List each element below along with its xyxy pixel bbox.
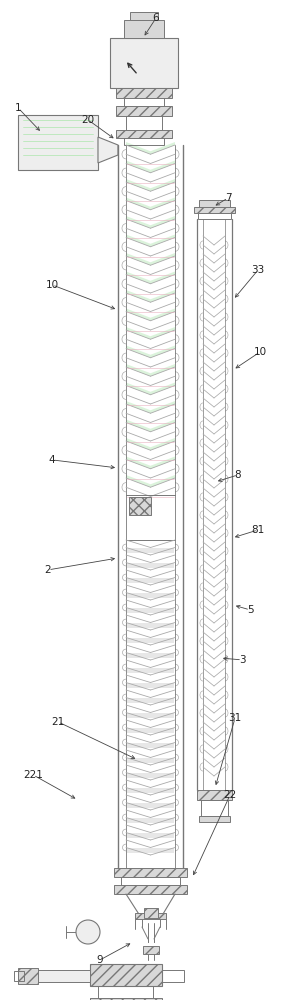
Text: 7: 7 xyxy=(225,193,231,203)
Polygon shape xyxy=(126,160,175,173)
Bar xyxy=(199,200,230,207)
Polygon shape xyxy=(126,382,175,395)
Bar xyxy=(127,832,174,838)
Bar xyxy=(127,638,174,643)
Bar xyxy=(127,788,174,793)
Bar xyxy=(127,682,174,688)
Bar xyxy=(143,946,159,954)
Text: 8: 8 xyxy=(235,470,241,480)
Bar xyxy=(144,908,158,918)
Bar xyxy=(162,970,184,982)
Polygon shape xyxy=(98,137,118,163)
Text: 31: 31 xyxy=(228,713,242,723)
Bar xyxy=(98,986,153,998)
Text: 1: 1 xyxy=(15,103,21,113)
Polygon shape xyxy=(126,364,175,376)
Bar xyxy=(116,106,172,116)
Bar xyxy=(129,497,151,515)
Bar xyxy=(18,115,98,170)
Bar xyxy=(127,818,174,823)
Bar xyxy=(127,772,174,778)
Bar xyxy=(14,971,24,981)
Text: 81: 81 xyxy=(251,525,265,535)
Polygon shape xyxy=(126,142,175,154)
Text: 10: 10 xyxy=(253,347,267,357)
Bar xyxy=(116,130,172,138)
Bar xyxy=(114,868,187,877)
Polygon shape xyxy=(126,475,175,487)
Bar xyxy=(126,116,162,130)
Bar xyxy=(127,578,174,583)
Bar xyxy=(124,98,164,106)
Bar xyxy=(130,12,158,20)
Bar xyxy=(194,207,235,213)
Text: 22: 22 xyxy=(223,790,237,800)
Bar xyxy=(90,998,162,1000)
Bar xyxy=(127,758,174,763)
Bar xyxy=(201,800,228,816)
Bar xyxy=(127,802,174,808)
Bar xyxy=(18,968,38,984)
Polygon shape xyxy=(126,438,175,450)
Bar xyxy=(135,913,166,919)
Text: 221: 221 xyxy=(23,770,43,780)
Bar xyxy=(127,592,174,598)
Bar xyxy=(28,970,90,982)
Text: 33: 33 xyxy=(251,265,265,275)
Polygon shape xyxy=(126,253,175,265)
Bar xyxy=(127,622,174,628)
Bar xyxy=(110,38,178,88)
Bar xyxy=(124,138,164,145)
Bar xyxy=(127,668,174,673)
Polygon shape xyxy=(126,179,175,191)
Text: 9: 9 xyxy=(97,955,103,965)
Bar xyxy=(127,652,174,658)
Bar xyxy=(127,848,174,853)
Bar xyxy=(116,88,172,98)
Polygon shape xyxy=(126,216,175,228)
Bar xyxy=(124,20,164,38)
Bar xyxy=(127,698,174,703)
Polygon shape xyxy=(126,346,175,358)
Polygon shape xyxy=(126,401,175,413)
Bar xyxy=(90,964,162,986)
Text: 5: 5 xyxy=(247,605,253,615)
Bar xyxy=(127,562,174,568)
Bar xyxy=(127,548,174,553)
Polygon shape xyxy=(126,198,175,210)
Bar xyxy=(197,790,232,800)
Polygon shape xyxy=(126,420,175,432)
Bar xyxy=(127,607,174,613)
Bar xyxy=(121,877,180,885)
Polygon shape xyxy=(126,290,175,302)
Text: 6: 6 xyxy=(153,13,159,23)
Polygon shape xyxy=(126,234,175,247)
Text: 10: 10 xyxy=(45,280,59,290)
Text: 20: 20 xyxy=(81,115,95,125)
Polygon shape xyxy=(126,327,175,339)
Bar xyxy=(198,213,231,219)
Bar xyxy=(127,712,174,718)
Polygon shape xyxy=(126,271,175,284)
Bar xyxy=(127,742,174,748)
Bar xyxy=(114,885,187,894)
Text: 3: 3 xyxy=(239,655,245,665)
Bar xyxy=(127,728,174,733)
Text: 4: 4 xyxy=(49,455,55,465)
Bar xyxy=(199,816,230,822)
Text: 2: 2 xyxy=(45,565,51,575)
Circle shape xyxy=(76,920,100,944)
Text: 21: 21 xyxy=(51,717,65,727)
Polygon shape xyxy=(126,308,175,321)
Polygon shape xyxy=(126,456,175,469)
